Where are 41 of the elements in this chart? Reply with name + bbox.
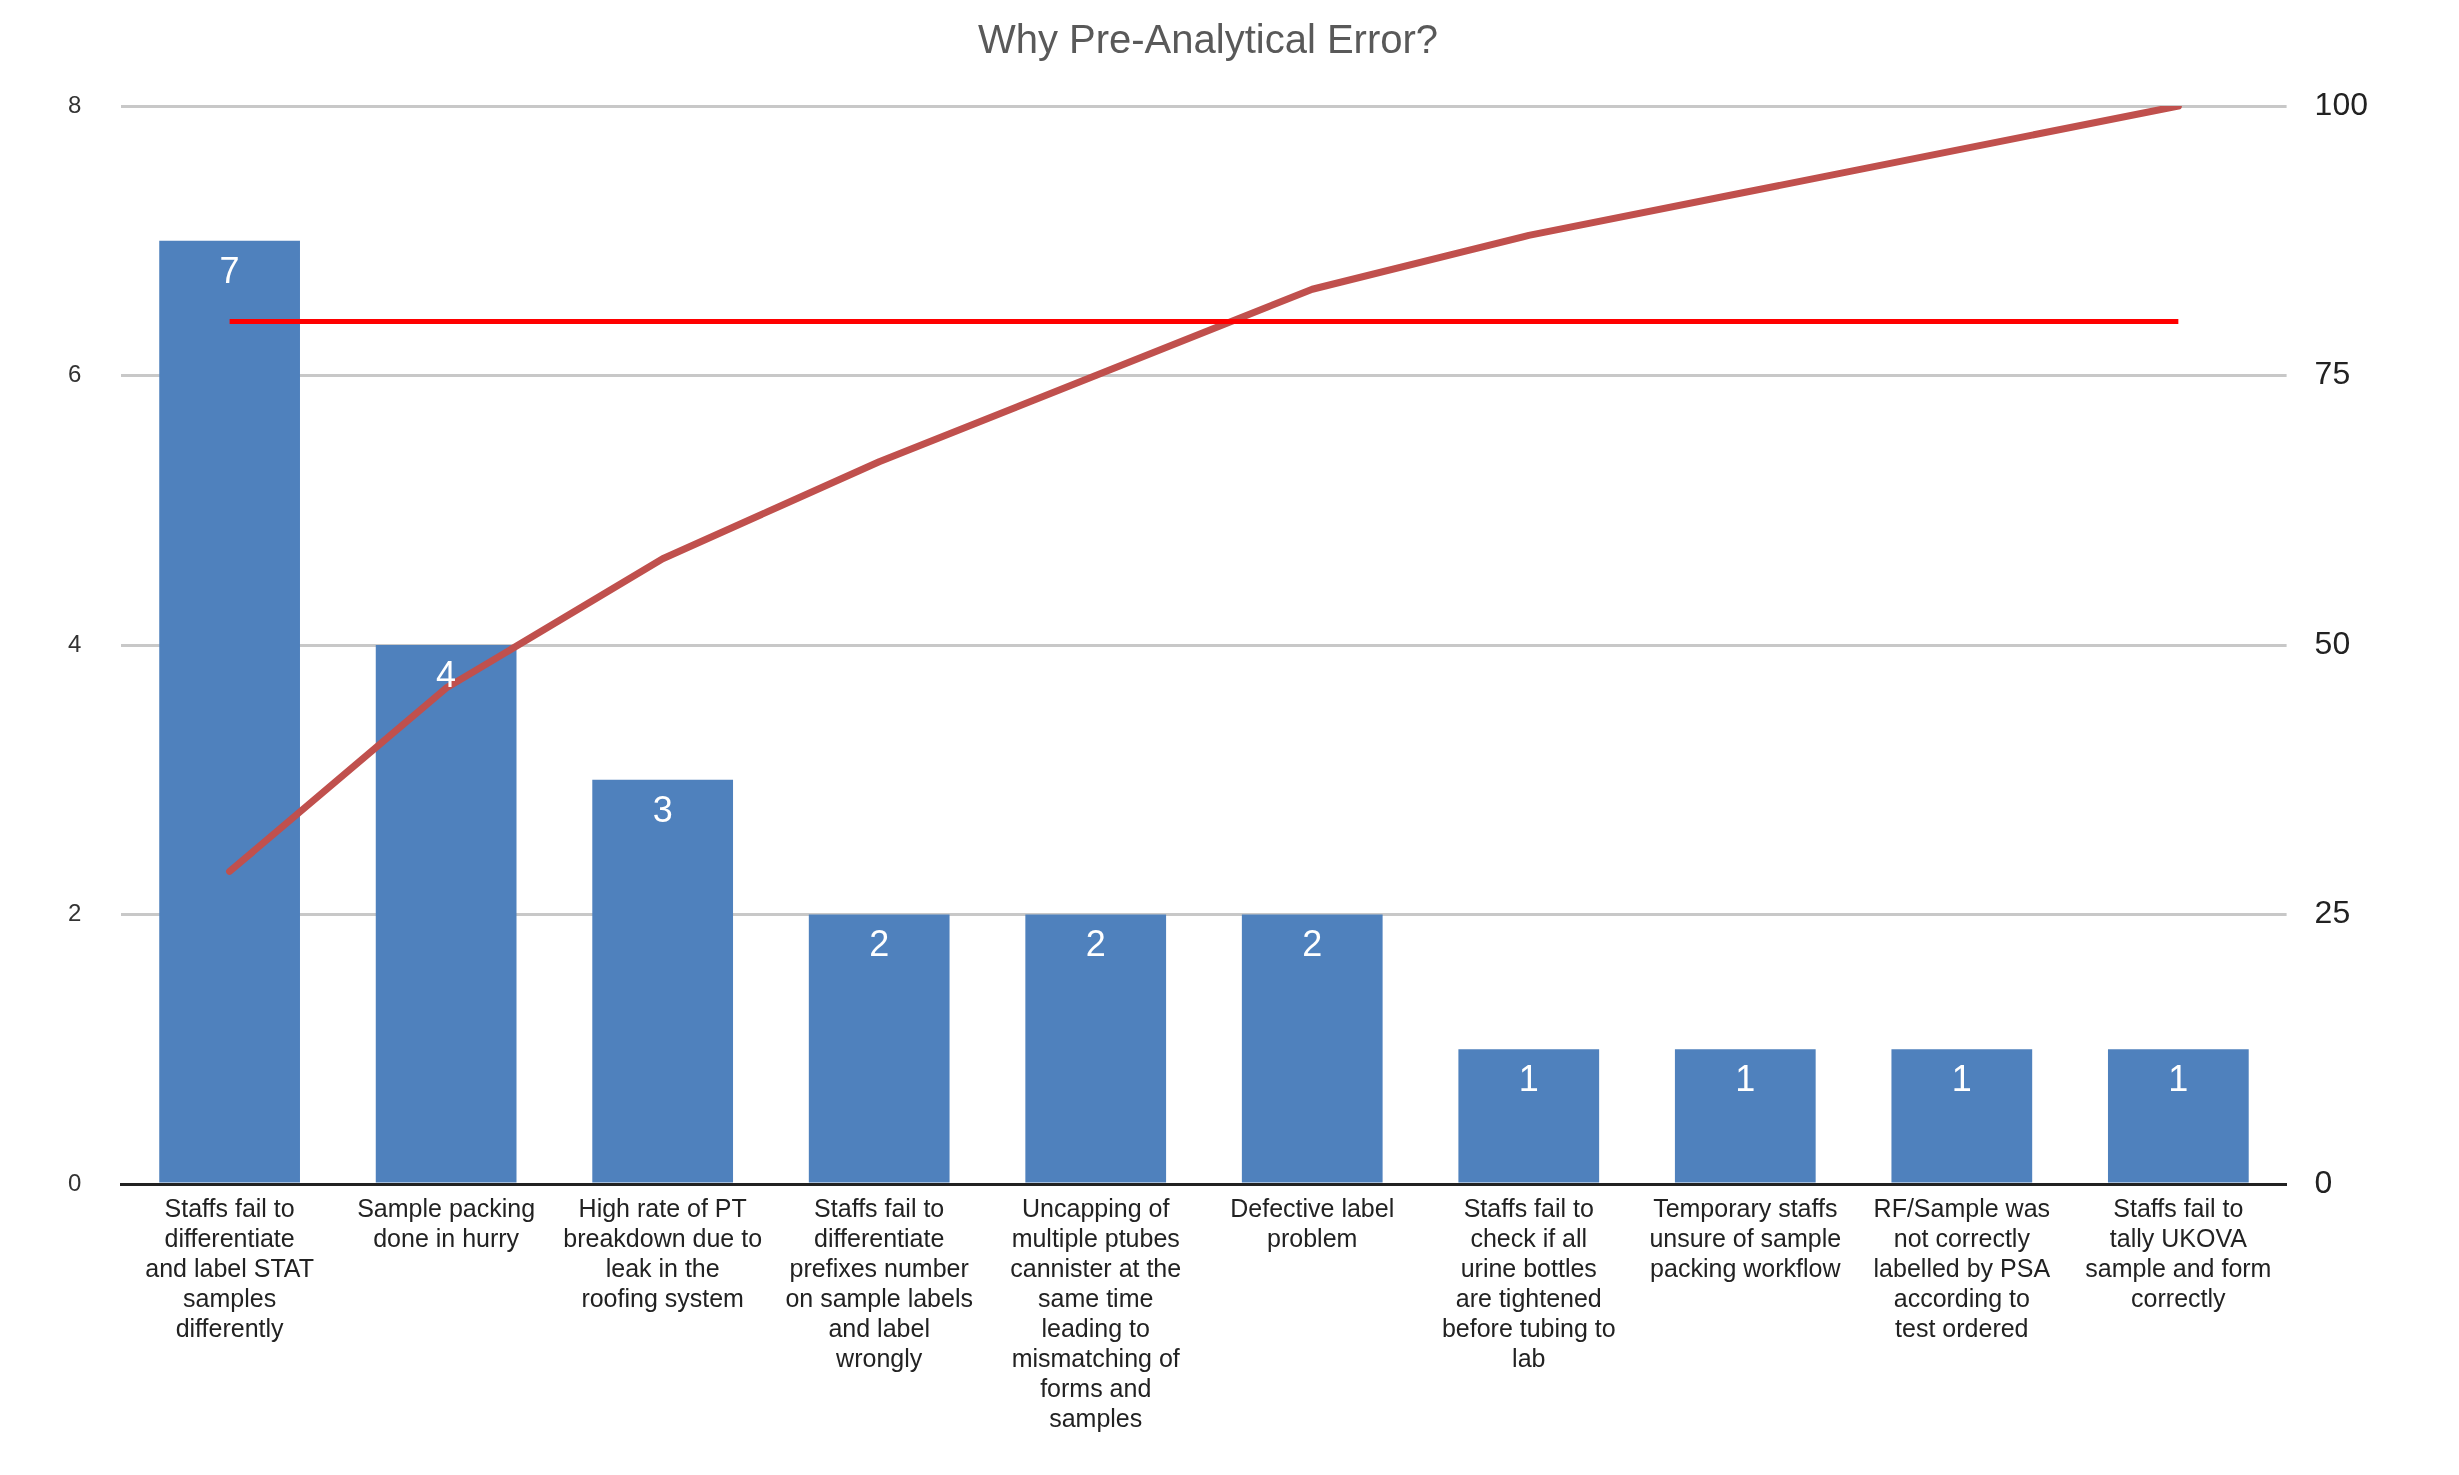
- data-label: 4: [436, 653, 457, 695]
- bar: [1674, 1049, 1816, 1183]
- y2-tick-label: 100: [2314, 85, 2368, 122]
- y2-tick-label: 0: [2314, 1163, 2333, 1200]
- x-tick-label: Sample packing done in hurry: [357, 1193, 536, 1252]
- x-tick-label: Staffs fail to tally UKOVA sample and form correctly: [2085, 1193, 2272, 1312]
- x-tick-label: Temporary staffs unsure of sample packing workflow: [1649, 1193, 1842, 1282]
- y-tick-label: 4: [67, 629, 82, 657]
- x-tick-label: Staffs fail to differentiate prefixes number on sample labels and label wrongly: [785, 1193, 973, 1372]
- bar: [375, 645, 517, 1183]
- y-tick-label: 0: [67, 1168, 82, 1196]
- y2-tick-label: 75: [2314, 355, 2351, 392]
- bar: [592, 779, 734, 1183]
- y-tick-label: 6: [67, 360, 82, 388]
- bar: [1458, 1049, 1600, 1183]
- bar: [159, 240, 300, 1183]
- y2-tick-label: 25: [2314, 894, 2351, 931]
- y2-tick-label: 50: [2314, 624, 2351, 661]
- data-label: 1: [2168, 1058, 2189, 1100]
- data-label: 3: [652, 788, 673, 830]
- data-label: 1: [1951, 1058, 1972, 1100]
- data-label: 1: [1735, 1058, 1756, 1100]
- bar: [808, 914, 950, 1183]
- x-tick-label: Staffs fail to differentiate and label STAT samples differently: [145, 1193, 314, 1342]
- x-tick-label: Uncapping of multiple ptubes cannister at the same time leading to mismatching of forms and samples: [1010, 1193, 1182, 1432]
- y-tick-label: 8: [67, 90, 82, 118]
- data-label: 2: [1302, 923, 1323, 965]
- bar: [2107, 1049, 2249, 1183]
- data-label: 2: [1085, 923, 1106, 965]
- x-tick-label: Defective label problem: [1230, 1193, 1395, 1252]
- chart-title: Why Pre-Analytical Error?: [977, 17, 1439, 62]
- x-tick-label: RF/Sample was not correctly labelled by PSA according to test ordered: [1873, 1193, 2051, 1342]
- bar: [1241, 914, 1383, 1183]
- bar: [1025, 914, 1167, 1183]
- data-label: 7: [219, 249, 240, 291]
- y-tick-label: 2: [67, 899, 82, 927]
- data-label: 1: [1518, 1058, 1539, 1100]
- x-tick-label: Staffs fail to check if all urine bottles are tightened before tubing to lab: [1441, 1193, 1616, 1372]
- x-tick-label: High rate of PT breakdown due to leak in the roofing system: [563, 1193, 763, 1312]
- bar: [1891, 1049, 2033, 1183]
- data-label: 2: [869, 923, 890, 965]
